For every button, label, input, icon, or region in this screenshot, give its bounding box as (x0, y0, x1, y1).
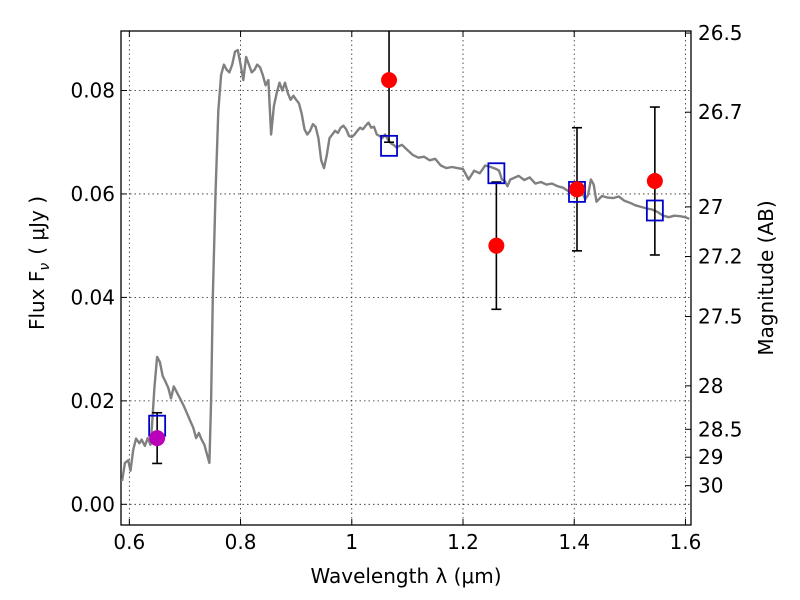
y-tick-label: 0.06 (70, 182, 115, 206)
x-axis-ticks: 0.6 0.8 1 1.2 1.4 1.6 (113, 31, 701, 554)
x-tick-label: 1.6 (670, 530, 702, 554)
observed-photometry-point (488, 237, 505, 254)
model-photometry-square (380, 134, 398, 157)
magnitude-tick-label: 27.2 (698, 245, 743, 269)
magnitude-axis-ticks: 26.5 26.7 27 27.2 27.5 28 28.5 29 30 (685, 21, 743, 498)
observed-photometry-markers (149, 72, 663, 447)
plot-area (120, 30, 692, 526)
y-axis-label-right: Magnitude (AB) (754, 200, 778, 355)
model-photometry-square (645, 199, 664, 222)
x-tick-label: 1.2 (447, 530, 479, 554)
x-tick-label: 0.8 (225, 530, 257, 554)
observed-photometry-point (381, 72, 398, 89)
y-axis-label-unit: ( μJy ) (25, 196, 49, 255)
magnitude-tick-label: 29 (698, 445, 723, 469)
x-tick-label: 0.6 (113, 530, 145, 554)
y-axis-label-left: Flux Fν ( μJy ) (25, 196, 53, 330)
x-tick-label: 1.4 (558, 530, 590, 554)
observed-photometry-point (646, 173, 663, 190)
y-tick-label: 0.08 (70, 78, 115, 102)
magnitude-tick-label: 27 (698, 195, 723, 219)
magnitude-tick-label: 30 (698, 474, 723, 498)
plot-frame (120, 30, 692, 526)
model-photometry-markers (148, 134, 664, 437)
svg-text:Flux Fν( μJy ): Flux Fν ( μJy ) (25, 196, 53, 330)
y-axis-label-flux: Flux F (25, 271, 49, 330)
x-axis-label: Wavelength λ (μm) (310, 564, 501, 588)
magnitude-tick-label: 28 (698, 374, 723, 398)
magnitude-tick-label: 26.7 (698, 100, 743, 124)
x-tick-label: 1 (345, 530, 358, 554)
magnitude-tick-label: 26.5 (698, 21, 743, 45)
y-tick-label: 0.00 (70, 492, 115, 516)
spectrum-line (120, 48, 690, 482)
model-photometry-square (487, 162, 506, 185)
y-tick-label: 0.02 (70, 389, 115, 413)
observed-photometry-point (149, 430, 166, 447)
error-bars (152, 31, 660, 465)
magnitude-tick-label: 27.5 (698, 305, 743, 329)
y-tick-label: 0.04 (70, 285, 115, 309)
magnitude-tick-label: 28.5 (698, 417, 743, 441)
y-axis-ticks: 0.00 0.02 0.04 0.06 0.08 (70, 78, 127, 516)
observed-photometry-point (569, 181, 585, 198)
model-spectrum (120, 48, 690, 482)
y-axis-label-subscript: ν (37, 263, 53, 271)
